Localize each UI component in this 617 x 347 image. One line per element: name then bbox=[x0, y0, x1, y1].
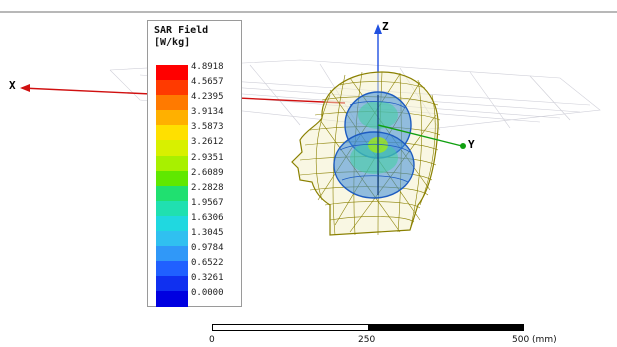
scale-bar bbox=[212, 324, 524, 331]
legend-swatch bbox=[156, 170, 188, 186]
legend-value: 2.9351 bbox=[191, 152, 224, 163]
sar-legend: SAR Field [W/kg] 4.8918 4.5657 4.2395 3.913… bbox=[147, 20, 242, 307]
legend-swatch bbox=[156, 65, 188, 81]
legend-swatch bbox=[156, 125, 188, 141]
legend-value: 3.2612 bbox=[191, 137, 224, 148]
legend-swatch bbox=[156, 95, 188, 111]
y-axis-arrow-icon bbox=[460, 143, 466, 149]
y-axis-label: Y bbox=[468, 138, 475, 151]
z-axis-arrow-icon bbox=[374, 24, 382, 34]
legend-swatch bbox=[156, 140, 188, 156]
legend-value: 0.0000 bbox=[191, 288, 224, 299]
scale-label-start: 0 bbox=[209, 335, 215, 345]
top-divider bbox=[0, 11, 617, 13]
legend-value: 3.5873 bbox=[191, 122, 224, 133]
legend-swatch bbox=[156, 80, 188, 96]
legend-swatch bbox=[156, 110, 188, 126]
z-axis-label: Z bbox=[382, 20, 389, 33]
legend-swatch bbox=[156, 155, 188, 171]
legend-swatch bbox=[156, 291, 188, 307]
scale-label-end: 500 (mm) bbox=[512, 335, 557, 345]
scale-label-mid: 250 bbox=[358, 335, 376, 345]
legend-title-line1: SAR Field bbox=[154, 25, 209, 36]
legend-swatch bbox=[156, 200, 188, 216]
legend-value: 4.2395 bbox=[191, 92, 224, 103]
legend-swatch bbox=[156, 261, 188, 277]
legend-value: 4.5657 bbox=[191, 77, 224, 88]
legend-value: 1.6306 bbox=[191, 212, 224, 223]
legend-color-scale bbox=[156, 65, 188, 307]
y-axis-line bbox=[377, 124, 463, 147]
legend-value: 2.2828 bbox=[191, 182, 224, 193]
legend-value: 1.3045 bbox=[191, 228, 224, 239]
legend-swatch bbox=[156, 215, 188, 232]
legend-title-line2: [W/kg] bbox=[154, 37, 191, 48]
legend-title: SAR Field [W/kg] bbox=[154, 25, 208, 49]
legend-swatch bbox=[156, 246, 188, 262]
legend-value: 1.9567 bbox=[191, 197, 224, 208]
x-axis-arrow-icon bbox=[20, 84, 30, 92]
legend-value: 3.9134 bbox=[191, 107, 224, 118]
x-axis-label: X bbox=[9, 79, 16, 92]
legend-value: 0.6522 bbox=[191, 258, 224, 269]
legend-values: 4.8918 4.5657 4.2395 3.9134 3.5873 3.2612 2.93… bbox=[191, 60, 224, 302]
legend-value: 0.9784 bbox=[191, 243, 224, 254]
legend-swatch bbox=[156, 231, 188, 247]
scale-bar-fill bbox=[368, 325, 523, 330]
legend-swatch bbox=[156, 276, 188, 292]
legend-swatch bbox=[156, 185, 188, 201]
legend-value: 2.6089 bbox=[191, 167, 224, 178]
legend-value: 0.3261 bbox=[191, 273, 224, 284]
legend-value: 4.8918 bbox=[191, 62, 224, 72]
